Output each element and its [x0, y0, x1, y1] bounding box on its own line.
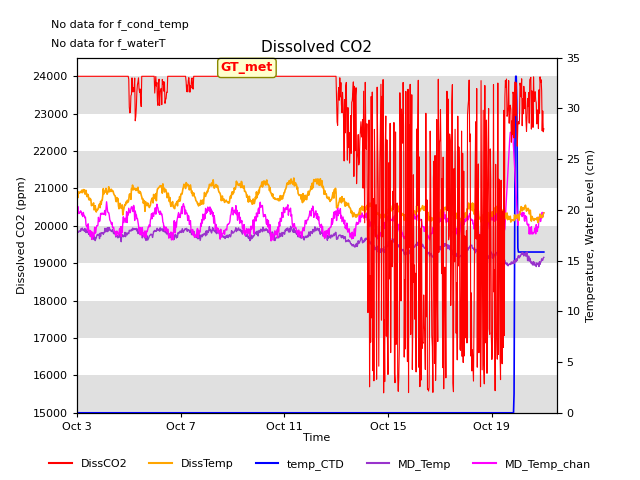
Bar: [77, 300, 557, 338]
Legend: DissCO2, DissTemp, temp_CTD, MD_Temp, MD_Temp_chan: DissCO2, DissTemp, temp_CTD, MD_Temp, MD…: [45, 455, 595, 474]
Bar: [77, 226, 557, 263]
Text: No data for f_waterT: No data for f_waterT: [51, 38, 166, 49]
Y-axis label: Dissolved CO2 (ppm): Dissolved CO2 (ppm): [17, 176, 27, 294]
Title: Dissolved CO2: Dissolved CO2: [261, 40, 372, 55]
Bar: [77, 151, 557, 189]
Bar: [77, 375, 557, 413]
X-axis label: Time: Time: [303, 433, 330, 443]
Text: No data for f_cond_temp: No data for f_cond_temp: [51, 19, 189, 30]
Y-axis label: Temperature, Water Level (cm): Temperature, Water Level (cm): [586, 149, 596, 322]
Text: GT_met: GT_met: [221, 61, 273, 74]
Bar: [77, 76, 557, 114]
